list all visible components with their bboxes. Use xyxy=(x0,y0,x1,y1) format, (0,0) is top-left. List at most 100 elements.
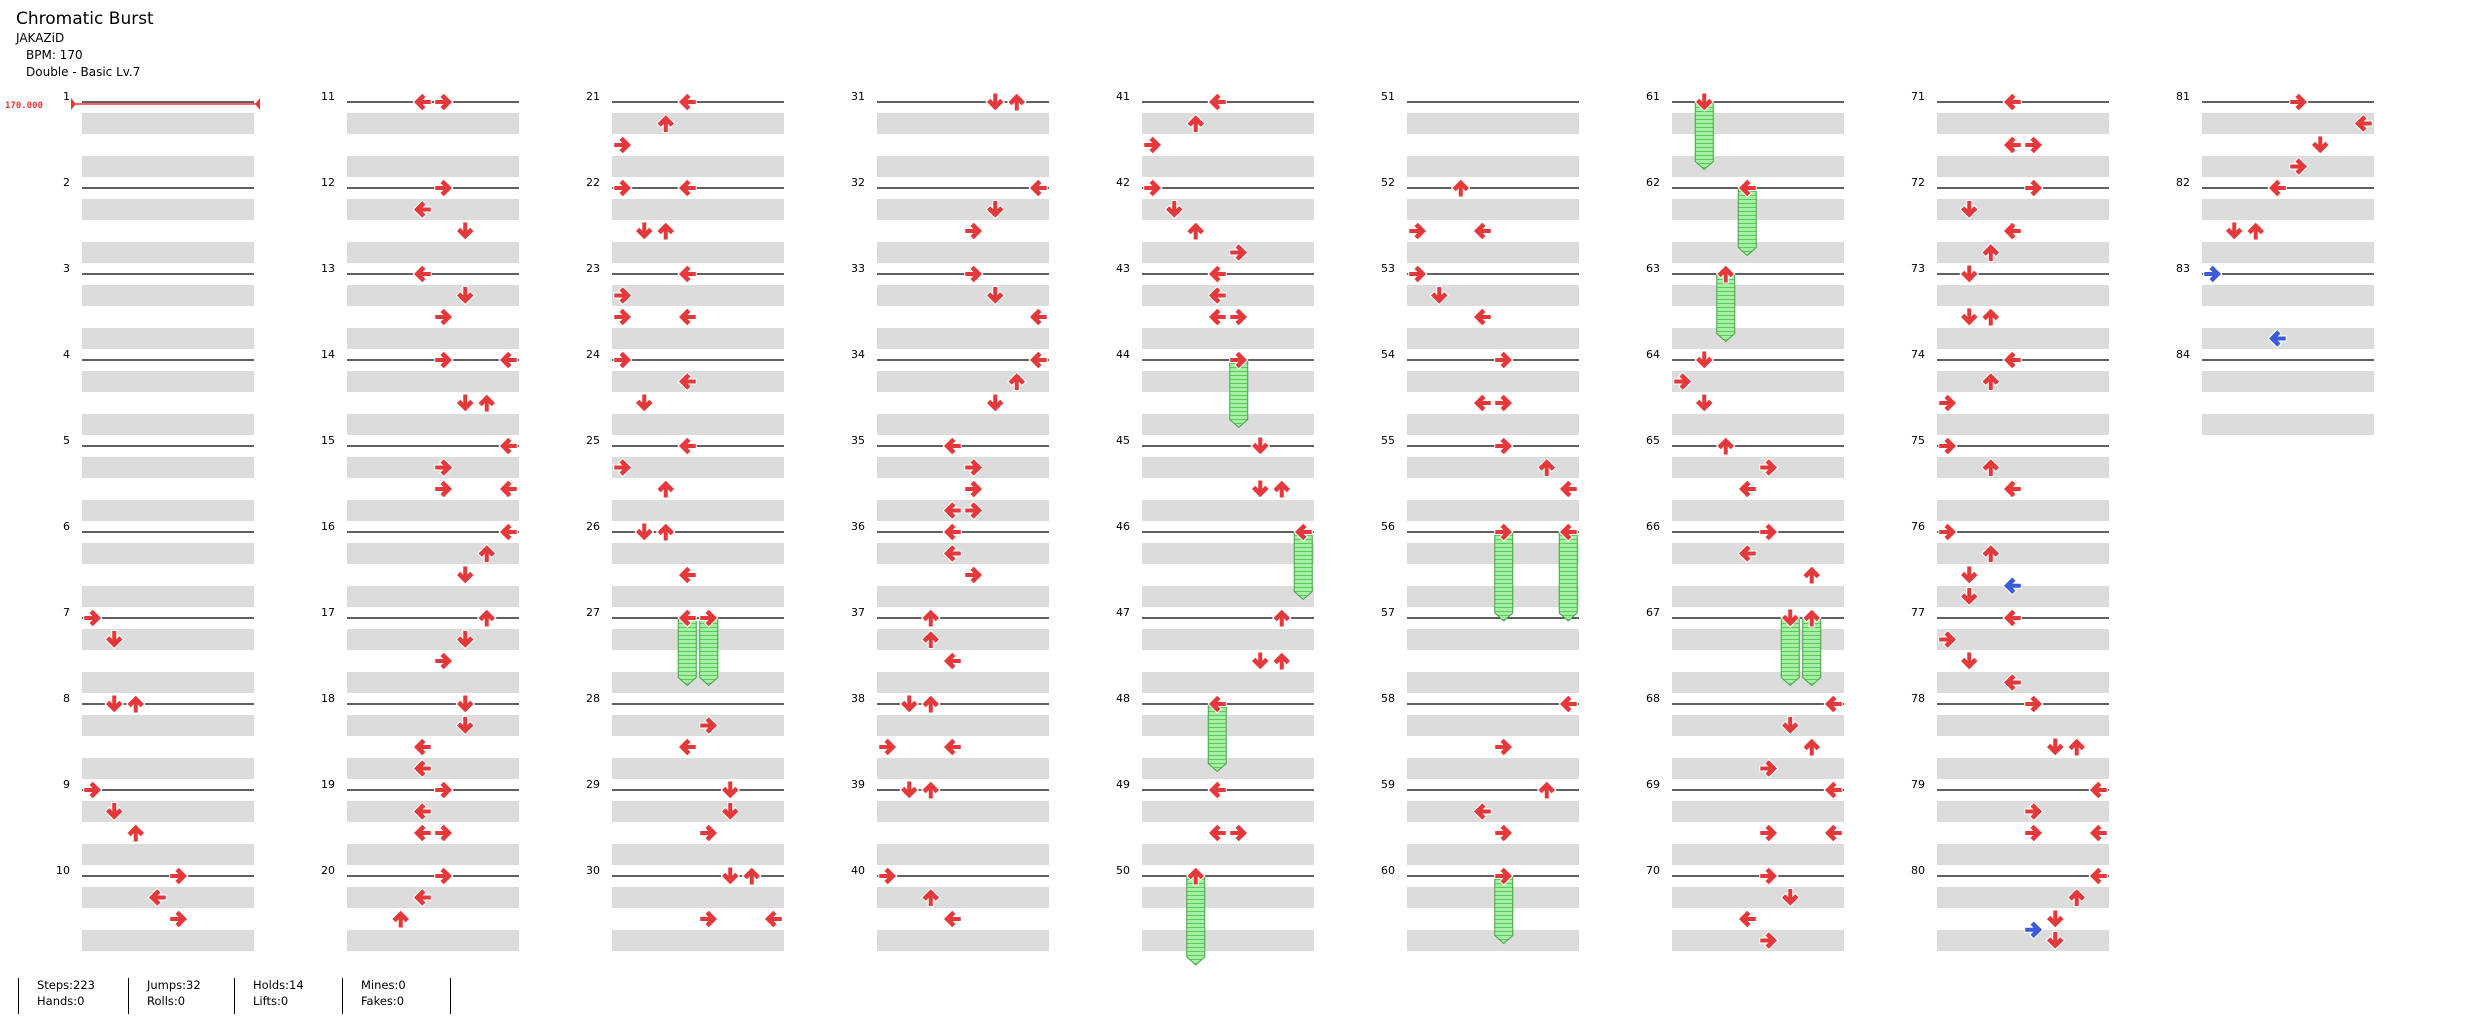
beat-band xyxy=(1407,457,1579,478)
beat-band xyxy=(82,156,254,177)
measure-number: 16 xyxy=(321,520,335,533)
up-arrow-note xyxy=(2067,737,2087,757)
beat-band xyxy=(1672,715,1844,736)
bpm-marker: 170.000 xyxy=(5,98,260,111)
measure-number: 57 xyxy=(1381,606,1395,619)
measure-number: 44 xyxy=(1116,348,1130,361)
hold-body xyxy=(677,617,697,687)
up-arrow-note xyxy=(1537,457,1557,477)
down-arrow-note xyxy=(720,866,740,886)
right-arrow-note xyxy=(677,264,697,284)
measure-number: 35 xyxy=(851,434,865,447)
down-arrow-note xyxy=(1694,92,1714,112)
beat-band xyxy=(1937,113,2109,134)
measure-40: 40 xyxy=(851,864,1049,951)
down-arrow-note xyxy=(1959,200,1979,220)
measure-number: 15 xyxy=(321,434,335,447)
up-arrow-note xyxy=(921,780,941,800)
measure-14: 14 xyxy=(321,348,519,435)
right-arrow-note xyxy=(2353,113,2373,134)
right-arrow-note xyxy=(2002,92,2022,112)
beat-band xyxy=(1672,801,1844,822)
down-arrow-note xyxy=(1780,888,1800,908)
left-arrow-note xyxy=(2024,801,2044,822)
beat-band xyxy=(82,758,254,779)
beat-band xyxy=(1407,500,1579,521)
measure-48: 48 xyxy=(1116,692,1314,779)
measure-number: 62 xyxy=(1646,176,1660,189)
left-arrow-note xyxy=(964,500,984,521)
up-arrow-note xyxy=(477,393,497,413)
hold-body xyxy=(1802,617,1822,687)
right-arrow-note xyxy=(498,479,518,499)
hold-body xyxy=(1780,617,1800,687)
measure-number: 7 xyxy=(63,606,70,619)
hold-body xyxy=(1716,273,1736,343)
measure-number: 2 xyxy=(63,176,70,189)
measure-number: 17 xyxy=(321,606,335,619)
up-arrow-note xyxy=(1272,651,1292,671)
beat-band xyxy=(877,500,1049,521)
beat-band xyxy=(612,500,784,521)
beat-band xyxy=(612,242,784,263)
measure-9: 9 xyxy=(63,778,254,865)
beat-band xyxy=(1407,715,1579,736)
left-arrow-note xyxy=(2024,920,2044,940)
left-arrow-note xyxy=(434,479,454,499)
beat-band xyxy=(612,586,784,607)
left-arrow-note xyxy=(1408,221,1428,241)
down-arrow-note xyxy=(2224,221,2244,241)
up-arrow-note xyxy=(2246,221,2266,241)
beat-band xyxy=(1407,586,1579,607)
measure-number: 64 xyxy=(1646,348,1660,361)
down-arrow-note xyxy=(1250,479,1270,499)
beat-band xyxy=(82,672,254,693)
beat-band xyxy=(1672,672,1844,693)
measure-62: 62 xyxy=(1646,176,1844,263)
measure-49: 49 xyxy=(1116,778,1314,865)
hold-body xyxy=(699,617,719,687)
beat-band xyxy=(1407,930,1579,951)
beat-band xyxy=(877,887,1049,908)
beat-band xyxy=(612,457,784,478)
beat-band xyxy=(347,199,519,220)
right-arrow-note xyxy=(2002,608,2022,628)
left-arrow-note xyxy=(964,457,984,478)
beat-band xyxy=(1142,113,1314,134)
beat-band xyxy=(1672,543,1844,564)
measure-number: 55 xyxy=(1381,434,1395,447)
measure-number: 75 xyxy=(1911,434,1925,447)
right-arrow-note xyxy=(1737,178,1757,198)
measure-number: 12 xyxy=(321,176,335,189)
measure-30: 30 xyxy=(586,864,784,951)
up-arrow-note xyxy=(921,629,941,649)
beat-band xyxy=(877,328,1049,349)
beat-band xyxy=(612,371,784,392)
beat-band xyxy=(2202,199,2374,220)
measure-10: 10 xyxy=(56,864,254,951)
measure-38: 38 xyxy=(851,692,1049,779)
right-arrow-note xyxy=(1737,479,1757,499)
right-arrow-note xyxy=(1028,350,1048,370)
left-arrow-note xyxy=(1494,436,1514,456)
right-arrow-note xyxy=(1472,307,1492,327)
measure-65: 65 xyxy=(1646,434,1844,521)
beat-band xyxy=(1142,543,1314,564)
beat-band xyxy=(1937,500,2109,521)
down-arrow-note xyxy=(1694,393,1714,413)
beat-band xyxy=(2202,156,2374,177)
measure-number: 14 xyxy=(321,348,335,361)
measure-7: 7 xyxy=(63,606,254,693)
measure-81: 81 xyxy=(2176,90,2374,177)
down-arrow-note xyxy=(1959,307,1979,327)
left-arrow-note xyxy=(1408,264,1428,284)
measure-75: 75 xyxy=(1911,434,2109,521)
beat-band xyxy=(347,285,519,306)
measure-number: 11 xyxy=(321,90,335,103)
measure-31: 31 xyxy=(851,90,1049,177)
beat-band xyxy=(1672,285,1844,306)
measure-59: 59 xyxy=(1381,778,1579,865)
measure-number: 28 xyxy=(586,692,600,705)
left-arrow-note xyxy=(964,479,984,499)
left-arrow-note xyxy=(434,823,454,843)
